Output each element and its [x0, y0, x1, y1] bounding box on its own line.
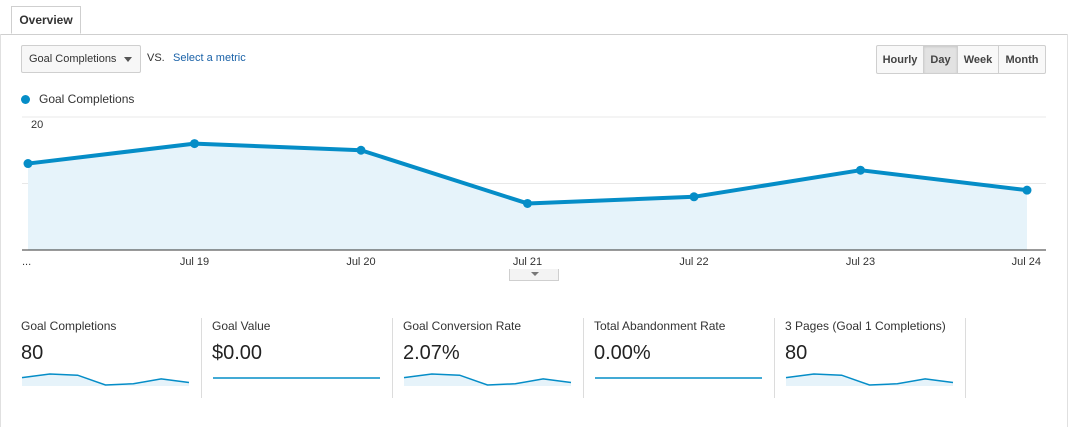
- sparkline-fill: [22, 374, 189, 386]
- sparkline-fill: [786, 374, 953, 386]
- scorecard-label: Goal Value: [212, 319, 271, 333]
- week-button[interactable]: Week: [957, 45, 999, 74]
- metric-select[interactable]: Goal Completions: [21, 45, 141, 73]
- scorecard-goal-completions[interactable]: Goal Completions 80: [11, 318, 202, 398]
- x-tick-label: Jul 22: [679, 256, 708, 268]
- scorecard-total-abandonment-rate[interactable]: Total Abandonment Rate 0.00%: [584, 318, 775, 398]
- metric-select-value: Goal Completions: [29, 53, 117, 65]
- select-metric-link[interactable]: Select a metric: [173, 52, 246, 64]
- data-point[interactable]: [1022, 185, 1032, 195]
- area-fill: [28, 143, 1027, 250]
- x-tick-label: ...: [22, 256, 31, 268]
- sparkline-line: [403, 373, 572, 386]
- sparkline-line: [785, 373, 954, 386]
- data-point[interactable]: [190, 139, 199, 149]
- y-tick-label: 20: [31, 119, 43, 131]
- x-tick-label: Jul 21: [513, 256, 542, 268]
- scorecard-label: Goal Completions: [21, 319, 117, 333]
- scorecard-value: $0.00: [212, 342, 263, 364]
- vs-label: VS.: [147, 52, 165, 64]
- hourly-button[interactable]: Hourly: [876, 45, 924, 74]
- scorecard-value: 2.07%: [403, 342, 460, 364]
- sparkline: [213, 377, 380, 379]
- scorecard-goal-value[interactable]: Goal Value $0.00: [202, 318, 393, 398]
- data-point[interactable]: [23, 159, 33, 169]
- scorecard-3-pages[interactable]: 3 Pages (Goal 1 Completions) 80: [775, 318, 966, 398]
- scorecard-label: Total Abandonment Rate: [594, 319, 726, 333]
- scorecard-goal-conversion-rate[interactable]: Goal Conversion Rate 2.07%: [393, 318, 584, 398]
- chart-collapse-handle[interactable]: [509, 269, 559, 281]
- x-tick-label: Jul 19: [180, 256, 209, 268]
- day-button[interactable]: Day: [923, 45, 958, 74]
- x-tick-label: Jul 20: [346, 256, 375, 268]
- legend-label: Goal Completions: [39, 92, 135, 106]
- caret-down-icon: [124, 57, 132, 62]
- sparkline-line: [21, 373, 190, 386]
- sparkline: [595, 377, 762, 379]
- tab-overview[interactable]: Overview: [11, 6, 81, 34]
- month-button[interactable]: Month: [998, 45, 1046, 74]
- data-point[interactable]: [689, 192, 699, 202]
- scorecard-value: 0.00%: [594, 342, 651, 364]
- scorecard-value: 80: [785, 342, 808, 364]
- scorecard-label: 3 Pages (Goal 1 Completions): [785, 319, 946, 333]
- sparkline: [785, 373, 954, 386]
- data-point[interactable]: [523, 198, 532, 208]
- sparkline: [403, 373, 572, 386]
- granularity-button-group: Hourly Day Week Month: [876, 45, 1046, 74]
- x-tick-label: Jul 24: [1012, 256, 1041, 268]
- tab-bar: Overview: [0, 0, 1068, 35]
- data-point[interactable]: [356, 145, 366, 155]
- sparkline: [21, 373, 190, 386]
- scorecard-label: Goal Conversion Rate: [403, 319, 522, 333]
- x-tick-label: Jul 23: [846, 256, 875, 268]
- chevron-down-icon: [531, 272, 539, 276]
- sparkline-fill: [404, 374, 571, 386]
- chart-legend: Goal Completions: [21, 92, 134, 106]
- scorecard-value: 80: [21, 342, 44, 364]
- data-point[interactable]: [856, 165, 865, 175]
- legend-dot-icon: [21, 94, 30, 104]
